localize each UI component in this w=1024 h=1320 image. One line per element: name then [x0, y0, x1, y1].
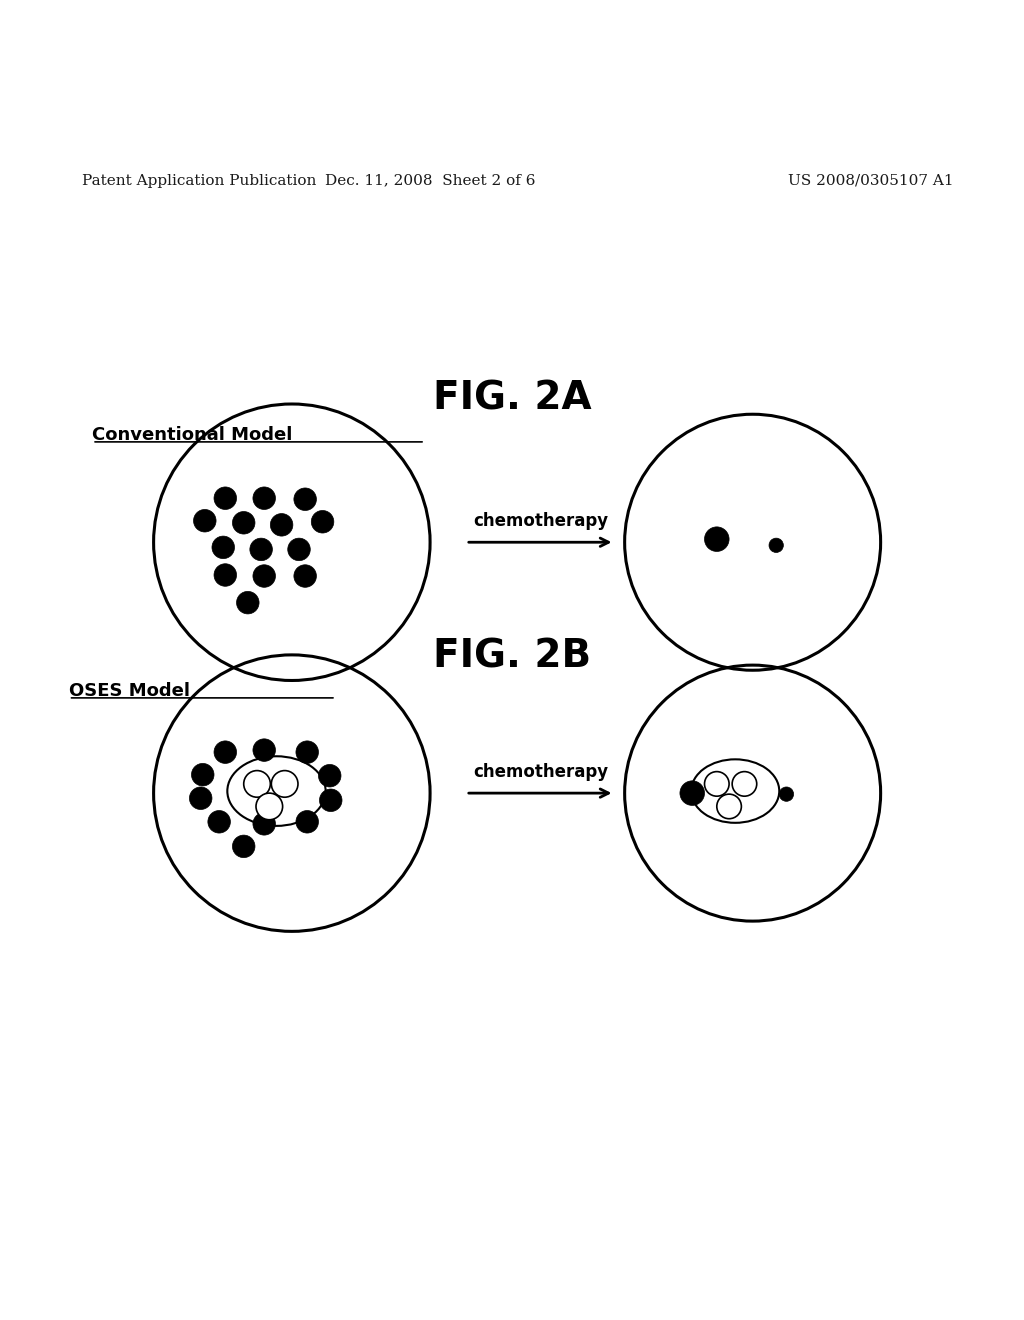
- Text: US 2008/0305107 A1: US 2008/0305107 A1: [787, 174, 953, 187]
- Circle shape: [294, 565, 316, 587]
- Circle shape: [271, 771, 298, 797]
- Circle shape: [214, 564, 237, 586]
- Circle shape: [296, 741, 318, 763]
- Circle shape: [214, 487, 237, 510]
- Circle shape: [256, 793, 283, 820]
- Circle shape: [214, 741, 237, 763]
- Circle shape: [732, 772, 757, 796]
- Circle shape: [194, 510, 216, 532]
- Text: FIG. 2B: FIG. 2B: [433, 638, 591, 676]
- Circle shape: [270, 513, 293, 536]
- Circle shape: [253, 739, 275, 762]
- Circle shape: [319, 789, 342, 812]
- Text: chemotherapy: chemotherapy: [473, 512, 608, 529]
- Circle shape: [212, 536, 234, 558]
- Circle shape: [250, 539, 272, 561]
- Circle shape: [769, 539, 783, 553]
- Circle shape: [705, 772, 729, 796]
- Circle shape: [253, 565, 275, 587]
- Circle shape: [253, 813, 275, 836]
- Circle shape: [294, 488, 316, 511]
- Text: Patent Application Publication: Patent Application Publication: [82, 174, 316, 187]
- Circle shape: [288, 539, 310, 561]
- Circle shape: [318, 764, 341, 787]
- Circle shape: [296, 810, 318, 833]
- Circle shape: [680, 781, 705, 805]
- Text: chemotherapy: chemotherapy: [473, 763, 608, 781]
- Circle shape: [779, 787, 794, 801]
- Circle shape: [208, 810, 230, 833]
- Circle shape: [244, 771, 270, 797]
- Text: FIG. 2A: FIG. 2A: [433, 380, 591, 418]
- Circle shape: [189, 787, 212, 809]
- Text: Conventional Model: Conventional Model: [92, 426, 293, 444]
- Circle shape: [237, 591, 259, 614]
- Text: Dec. 11, 2008  Sheet 2 of 6: Dec. 11, 2008 Sheet 2 of 6: [325, 174, 536, 187]
- Circle shape: [232, 512, 255, 535]
- Circle shape: [311, 511, 334, 533]
- Circle shape: [705, 527, 729, 552]
- Circle shape: [191, 763, 214, 785]
- Text: OSES Model: OSES Model: [69, 681, 189, 700]
- Circle shape: [232, 836, 255, 858]
- Circle shape: [253, 487, 275, 510]
- Circle shape: [717, 795, 741, 818]
